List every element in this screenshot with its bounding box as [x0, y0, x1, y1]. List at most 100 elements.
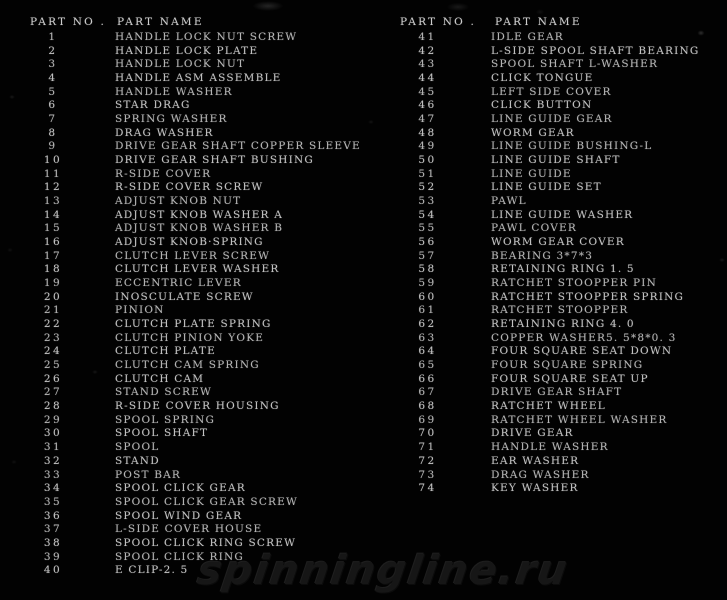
part-name: LINE GUIDE SET: [491, 181, 602, 194]
part-name: L-SIDE COVER HOUSE: [115, 523, 263, 536]
table-row: 42 L-SIDE SPOOL SHAFT BEARING: [400, 45, 727, 59]
table-row: 61 RATCHET STOOPPER: [400, 304, 727, 318]
part-name: RATCHET STOOPPER: [491, 304, 629, 317]
table-row: 38 SPOOL CLICK RING SCREW: [30, 537, 378, 551]
table-row: 44 CLICK TONGUE: [400, 72, 727, 86]
table-row: 23 CLUTCH PINION YOKE: [30, 332, 378, 346]
table-row: 62 RETAINING RING 4. 0: [400, 318, 727, 332]
table-row: 28 R-SIDE COVER HOUSING: [30, 400, 378, 414]
part-name: STAND SCREW: [115, 386, 212, 399]
part-number: 34: [43, 482, 63, 495]
column-header: PART NO . PART NAME: [30, 16, 378, 31]
table-row: 68 RATCHET WHEEL: [400, 400, 727, 414]
part-name: STAND: [115, 454, 160, 467]
part-name: POST BAR: [115, 468, 182, 481]
part-name: DRAG WASHER: [491, 468, 590, 481]
part-number: 45: [418, 85, 437, 98]
table-row: 16 ADJUST KNOB·SPRING: [30, 236, 378, 250]
table-row: 41 IDLE GEAR: [400, 31, 727, 45]
part-number: 55: [418, 222, 437, 235]
part-name: RATCHET WHEEL: [491, 400, 606, 413]
table-row: 40 E CLIP-2. 5: [30, 564, 378, 578]
part-name: ADJUST KNOB·SPRING: [115, 236, 264, 249]
part-number: 70: [418, 427, 437, 440]
part-name: CLUTCH LEVER SCREW: [115, 249, 271, 262]
table-row: 33 POST BAR: [30, 469, 378, 483]
part-name: L-SIDE SPOOL SHAFT BEARING: [491, 44, 700, 57]
part-number: 38: [43, 536, 63, 549]
table-row: 22 CLUTCH PLATE SPRING: [30, 318, 378, 332]
part-name: RETAINING RING 4. 0: [491, 318, 635, 331]
part-number: 52: [418, 181, 437, 194]
table-row: 35 SPOOL CLICK GEAR SCREW: [30, 496, 378, 510]
parts-column-right: PART NO . PART NAME 41 IDLE GEAR 42 L-SIDE …: [400, 16, 727, 496]
part-number: 18: [43, 263, 63, 276]
part-number: 66: [418, 372, 437, 385]
table-row: 56 WORM GEAR COVER: [400, 236, 727, 250]
part-number: 72: [418, 454, 437, 467]
column-header: PART NO . PART NAME: [400, 16, 727, 31]
part-number: 22: [43, 318, 63, 331]
part-name: SPOOL SPRING: [115, 413, 216, 426]
part-number: 9: [48, 140, 58, 153]
table-row: 46 CLICK BUTTON: [400, 99, 727, 113]
part-name: LINE GUIDE SHAFT: [491, 154, 621, 167]
part-number: 27: [43, 386, 63, 399]
table-row: 12 R-SIDE COVER SCREW: [30, 181, 378, 195]
part-number: 35: [43, 495, 63, 508]
table-row: 9 DRIVE GEAR SHAFT COPPER SLEEVE: [30, 140, 378, 154]
part-name: DRIVE GEAR SHAFT: [491, 386, 623, 399]
part-number: 26: [43, 372, 63, 385]
part-number: 32: [43, 454, 63, 467]
table-row: 72 EAR WASHER: [400, 455, 727, 469]
part-number: 1: [48, 31, 58, 43]
part-name: LEFT SIDE COVER: [491, 85, 612, 98]
part-name: COPPER WASHER5. 5*8*0. 3: [491, 331, 677, 344]
table-row: 47 LINE GUIDE GEAR: [400, 113, 727, 127]
part-number: 49: [418, 140, 437, 153]
table-row: 32 STAND: [30, 455, 378, 469]
part-number: 46: [418, 99, 437, 112]
part-number: 53: [418, 195, 437, 208]
part-name: SPOOL CLICK RING: [115, 550, 244, 563]
part-number: 74: [418, 482, 437, 495]
table-row: 10 DRIVE GEAR SHAFT BUSHING: [30, 154, 378, 168]
part-name: CLUTCH PLATE SPRING: [115, 318, 272, 331]
part-number: 36: [43, 509, 63, 522]
part-name: INOSCULATE SCREW: [115, 290, 254, 303]
table-row: 15 ADJUST KNOB WASHER B: [30, 222, 378, 236]
table-row: 21 PINION: [30, 304, 378, 318]
part-number: 4: [48, 72, 58, 85]
table-row: 69 RATCHET WHEEL WASHER: [400, 414, 727, 428]
part-name: DRIVE GEAR SHAFT COPPER SLEEVE: [115, 140, 361, 153]
parts-rows-left: 1 HANDLE LOCK NUT SCREW 2 HANDLE LOCK PLATE…: [30, 31, 378, 578]
part-number: 62: [418, 318, 437, 331]
table-row: 66 FOUR SQUARE SEAT UP: [400, 373, 727, 387]
part-name: SPOOL SHAFT: [115, 427, 209, 440]
table-row: 48 WORM GEAR: [400, 127, 727, 141]
part-name: E CLIP-2. 5: [115, 564, 189, 577]
part-number: 54: [418, 208, 437, 221]
part-name: HANDLE WASHER: [491, 441, 609, 454]
table-row: 5 HANDLE WASHER: [30, 86, 378, 100]
part-name: KEY WASHER: [491, 482, 579, 495]
part-name: HANDLE LOCK PLATE: [115, 44, 259, 57]
part-number: 47: [418, 113, 437, 126]
table-row: 18 CLUTCH LEVER WASHER: [30, 263, 378, 277]
part-number: 64: [418, 345, 437, 358]
parts-column-left: PART NO . PART NAME 1 HANDLE LOCK NUT SCR…: [30, 16, 378, 578]
part-name: IDLE GEAR: [491, 31, 564, 43]
part-number: 65: [418, 359, 437, 372]
table-row: 65 FOUR SQUARE SPRING: [400, 359, 727, 373]
table-row: 43 SPOOL SHAFT L-WASHER: [400, 58, 727, 72]
part-number: 5: [48, 85, 58, 98]
part-name: CLUTCH LEVER WASHER: [115, 263, 280, 276]
part-name: R-SIDE COVER HOUSING: [115, 400, 280, 413]
table-row: 30 SPOOL SHAFT: [30, 427, 378, 441]
part-name: SPOOL CLICK GEAR SCREW: [115, 495, 299, 508]
part-name: FOUR SQUARE SPRING: [491, 359, 644, 372]
part-name: CLICK BUTTON: [491, 99, 593, 112]
table-row: 54 LINE GUIDE WASHER: [400, 209, 727, 223]
part-number: 24: [43, 345, 63, 358]
part-name: RATCHET WHEEL WASHER: [491, 413, 668, 426]
